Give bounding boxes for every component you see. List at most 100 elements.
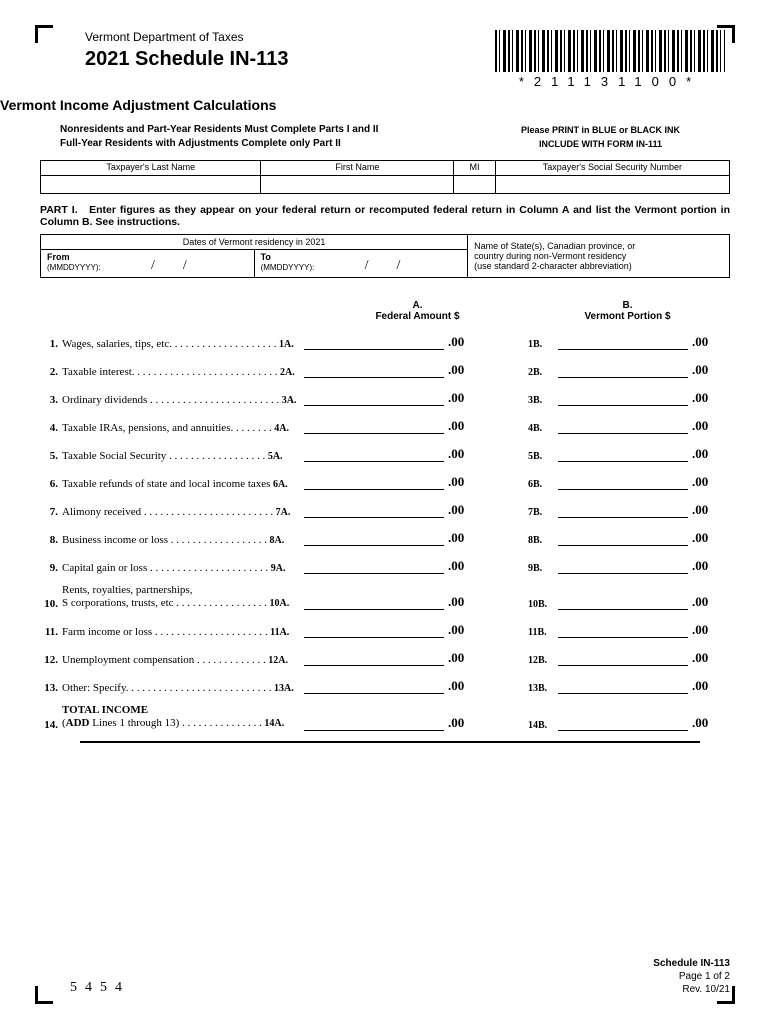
line-b-input[interactable] (558, 336, 688, 350)
line-a-input[interactable] (304, 624, 444, 638)
line-b-suffix: .00 (692, 474, 708, 490)
input-ssn[interactable] (495, 175, 729, 193)
line-a-suffix: .00 (448, 446, 478, 462)
footer: 5454 Schedule IN-113 Page 1 of 2 Rev. 10… (40, 957, 730, 996)
line-a-suffix: .00 (448, 650, 478, 666)
instr-right-1: Please PRINT in BLUE or BLACK INK (521, 123, 680, 137)
corner-mark-tl (35, 25, 53, 43)
line-label: Taxable interest. . . . . . . . . . . . … (62, 366, 300, 378)
line-b-suffix: .00 (692, 390, 708, 406)
line-b-input[interactable] (558, 652, 688, 666)
line-b-input[interactable] (558, 420, 688, 434)
line-b-tag: 6B. (528, 479, 554, 490)
label-ssn: Taxpayer's Social Security Number (495, 160, 729, 175)
line-a-input[interactable] (304, 504, 444, 518)
line-b-suffix: .00 (692, 418, 708, 434)
line-number: 8. (40, 534, 62, 546)
input-mi[interactable] (454, 175, 495, 193)
income-line-13: 13.Other: Specify. . . . . . . . . . . .… (40, 676, 730, 694)
line-b-tag: 3B. (528, 395, 554, 406)
line-b-input[interactable] (558, 624, 688, 638)
income-line-11: 11.Farm income or loss . . . . . . . . .… (40, 620, 730, 638)
residency-from-cell[interactable]: From (MMDDYYYY): // (41, 249, 255, 277)
line-number: 2. (40, 366, 62, 378)
residency-other-state[interactable]: Name of State(s), Canadian province, or … (468, 234, 730, 277)
line-a-suffix: .00 (448, 474, 478, 490)
income-line-7: 7.Alimony received . . . . . . . . . . .… (40, 500, 730, 518)
line-a-suffix: .00 (448, 678, 478, 694)
line-b-suffix: .00 (692, 650, 708, 666)
income-line-6: 6.Taxable refunds of state and local inc… (40, 472, 730, 490)
date-slashes: // (365, 258, 429, 274)
line-a-input[interactable] (304, 560, 444, 574)
residency-dates-header: Dates of Vermont residency in 2021 (41, 234, 468, 249)
line-label: Taxable IRAs, pensions, and annuities. .… (62, 422, 300, 434)
line-number: 12. (40, 654, 62, 666)
line-a-input[interactable] (304, 596, 444, 610)
line-a-input[interactable] (304, 652, 444, 666)
line-a-input[interactable] (304, 336, 444, 350)
line-label: Taxable Social Security . . . . . . . . … (62, 450, 300, 462)
line-b-input[interactable] (558, 680, 688, 694)
label-first-name: First Name (261, 160, 454, 175)
instr-left-2: Full-Year Residents with Adjustments Com… (60, 137, 378, 151)
line-b-input[interactable] (558, 504, 688, 518)
line-label: Wages, salaries, tips, etc. . . . . . . … (62, 338, 300, 350)
line-a-suffix: .00 (448, 558, 478, 574)
line-label: Taxable refunds of state and local incom… (62, 478, 300, 490)
line-a-suffix: .00 (448, 334, 478, 350)
line-a-suffix: .00 (448, 715, 478, 731)
footer-rev: Rev. 10/21 (653, 983, 730, 996)
line-a-input[interactable] (304, 717, 444, 731)
income-line-8: 8.Business income or loss . . . . . . . … (40, 528, 730, 546)
line-number: 5. (40, 450, 62, 462)
col-b-sub: Vermont Portion $ (525, 311, 730, 322)
line-b-suffix: .00 (692, 678, 708, 694)
line-label: Other: Specify. . . . . . . . . . . . . … (62, 682, 300, 694)
line-label: TOTAL INCOME(ADD Lines 1 through 13) . .… (62, 704, 300, 730)
department-name: Vermont Department of Taxes (85, 30, 288, 44)
header: Vermont Department of Taxes 2021 Schedul… (40, 30, 730, 89)
line-a-suffix: .00 (448, 502, 478, 518)
line-a-input[interactable] (304, 420, 444, 434)
line-b-input[interactable] (558, 717, 688, 731)
line-b-suffix: .00 (692, 502, 708, 518)
line-b-tag: 8B. (528, 535, 554, 546)
line-label: Unemployment compensation . . . . . . . … (62, 654, 300, 666)
line-number: 14. (40, 719, 62, 731)
footer-schedule: Schedule IN-113 (653, 957, 730, 970)
line-a-input[interactable] (304, 448, 444, 462)
line-b-input[interactable] (558, 596, 688, 610)
residency-table: Dates of Vermont residency in 2021 Name … (40, 234, 730, 278)
income-line-1: 1.Wages, salaries, tips, etc. . . . . . … (40, 332, 730, 350)
line-number: 9. (40, 562, 62, 574)
footer-code: 5454 (40, 980, 130, 996)
input-first-name[interactable] (261, 175, 454, 193)
line-b-input[interactable] (558, 448, 688, 462)
instr-right-2: INCLUDE WITH FORM IN-111 (521, 137, 680, 151)
line-b-input[interactable] (558, 532, 688, 546)
line-a-input[interactable] (304, 392, 444, 406)
line-b-input[interactable] (558, 364, 688, 378)
line-b-tag: 1B. (528, 339, 554, 350)
line-b-tag: 10B. (528, 599, 554, 610)
part1-label: PART I. (40, 204, 78, 216)
line-b-suffix: .00 (692, 334, 708, 350)
line-b-tag: 5B. (528, 451, 554, 462)
residency-to-cell[interactable]: To (MMDDYYYY): // (254, 249, 468, 277)
input-last-name[interactable] (41, 175, 261, 193)
form-title: 2021 Schedule IN-113 (85, 48, 288, 71)
line-label: Alimony received . . . . . . . . . . . .… (62, 506, 300, 518)
part1-heading: PART I. Enter figures as they appear on … (40, 204, 730, 228)
line-a-input[interactable] (304, 680, 444, 694)
line-b-input[interactable] (558, 560, 688, 574)
line-b-input[interactable] (558, 476, 688, 490)
line-a-input[interactable] (304, 532, 444, 546)
line-b-input[interactable] (558, 392, 688, 406)
corner-mark-tr (717, 25, 735, 43)
line-a-suffix: .00 (448, 530, 478, 546)
label-mi: MI (454, 160, 495, 175)
line-b-suffix: .00 (692, 622, 708, 638)
line-a-input[interactable] (304, 476, 444, 490)
line-a-input[interactable] (304, 364, 444, 378)
